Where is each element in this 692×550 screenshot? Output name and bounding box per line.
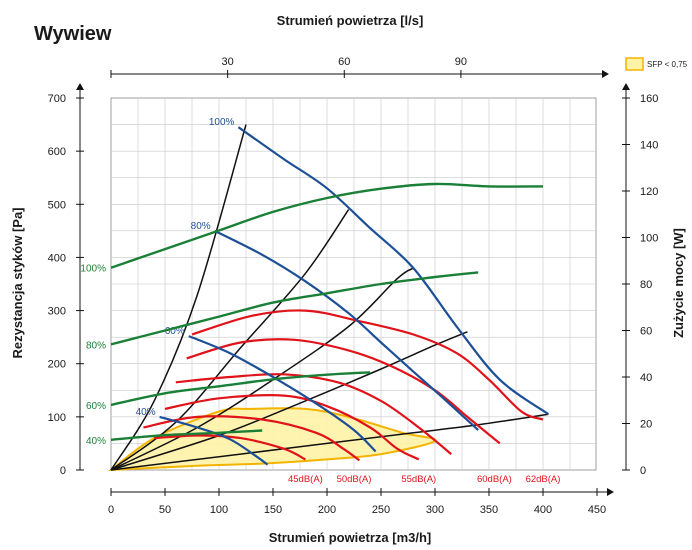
y2-tick-label: 160 (640, 93, 658, 105)
power-curve-label: 60% (86, 401, 106, 412)
chart-title: Wywiew (34, 23, 112, 45)
fan-curve (159, 415, 269, 466)
noise-label: 45dB(A) (288, 474, 323, 485)
y2-axis-title: Zużycie mocy [W] (671, 228, 686, 338)
x2-tick-label: 90 (455, 56, 467, 68)
y-tick-label: 500 (48, 199, 66, 211)
x-tick-label: 50 (159, 504, 171, 516)
system-curve (110, 124, 247, 471)
fan-curve-label: 60% (165, 326, 185, 337)
x2-tick-label: 60 (338, 56, 350, 68)
x-tick-label: 200 (318, 504, 336, 516)
power-curve-label: 80% (86, 340, 106, 351)
noise-label: 60dB(A) (477, 474, 512, 485)
x2-axis-title: Strumień powietrza [l/s] (277, 13, 424, 28)
x-tick-label: 100 (210, 504, 228, 516)
noise-curve (186, 338, 501, 445)
y2-tick-label: 100 (640, 233, 658, 245)
y2-tick-label: 140 (640, 140, 658, 152)
power-curve-label: 40% (86, 436, 106, 447)
power-curve-label: 100% (80, 264, 106, 275)
x-tick-label: 400 (534, 504, 552, 516)
power-curve (110, 182, 544, 269)
x-axis-arrow (607, 488, 614, 496)
y-tick-label: 0 (60, 465, 66, 477)
x-tick-label: 450 (588, 504, 606, 516)
y2-tick-label: 120 (640, 186, 658, 198)
y2-axis-arrow (622, 83, 630, 90)
fan-curve (237, 126, 550, 416)
system-curve (110, 331, 468, 471)
y2-tick-label: 40 (640, 372, 652, 384)
fan-curve-label: 80% (191, 221, 211, 232)
y2-tick-label: 80 (640, 279, 652, 291)
y-axis-title: Rezystancja styków [Pa] (10, 207, 25, 358)
noise-curve (154, 434, 306, 461)
y2-tick-label: 20 (640, 419, 652, 431)
power-curve (110, 271, 479, 346)
y2-tick-label: 60 (640, 326, 652, 338)
noise-label: 62dB(A) (526, 474, 561, 485)
power-curve (110, 371, 371, 407)
y-tick-label: 600 (48, 146, 66, 158)
legend-label: SFP < 0,75 (647, 60, 688, 69)
fan-curve (188, 335, 377, 453)
legend: SFP < 0,75 (625, 57, 688, 71)
noise-label: 55dB(A) (401, 474, 436, 485)
y-tick-label: 400 (48, 252, 66, 264)
y-tick-label: 300 (48, 306, 66, 318)
x-tick-label: 150 (264, 504, 282, 516)
y-axis-arrow (76, 83, 84, 90)
noise-label: 50dB(A) (337, 474, 372, 485)
noise-curve (164, 394, 420, 461)
noise-curve (191, 309, 544, 421)
power-curve (110, 429, 263, 441)
x-tick-label: 300 (426, 504, 444, 516)
y-tick-label: 200 (48, 359, 66, 371)
x-tick-label: 350 (480, 504, 498, 516)
x2-axis-arrow (602, 70, 609, 78)
fan-curve (214, 229, 479, 431)
legend-swatch (625, 57, 644, 71)
noise-curve (143, 415, 361, 462)
fan-curve-label: 100% (209, 117, 235, 128)
y2-tick-label: 0 (640, 465, 646, 477)
x-axis-title: Strumień powietrza [m3/h] (269, 530, 432, 545)
noise-curve (175, 373, 452, 455)
fan-curve-label: 40% (136, 407, 156, 418)
y-tick-label: 100 (48, 412, 66, 424)
x-tick-label: 250 (372, 504, 390, 516)
y-tick-label: 700 (48, 93, 66, 105)
x-tick-label: 0 (108, 504, 114, 516)
x2-tick-label: 30 (222, 56, 234, 68)
